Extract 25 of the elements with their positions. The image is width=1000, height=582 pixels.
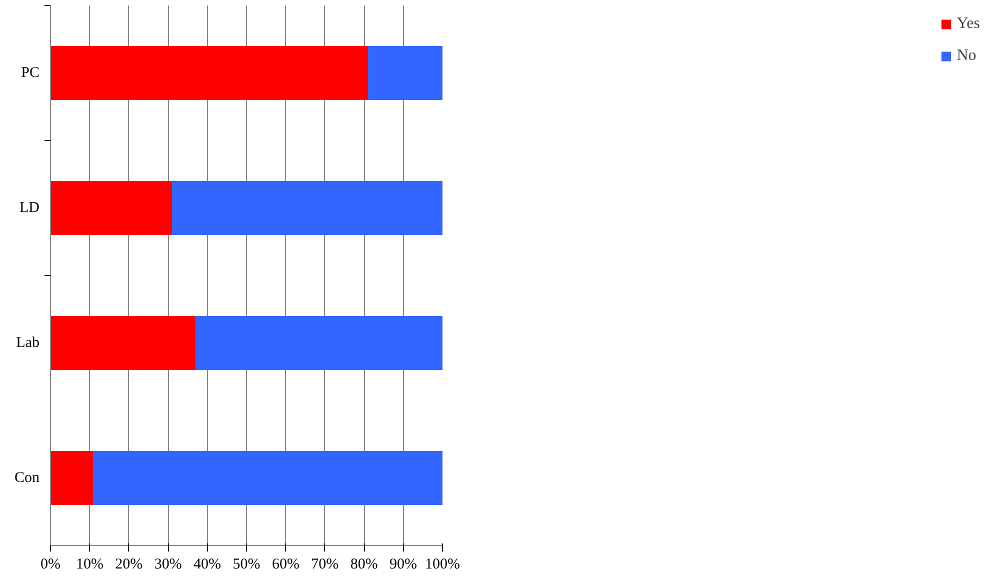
x-tick-label: 80%: [350, 556, 378, 572]
x-tick-label: 50%: [232, 556, 260, 572]
bar: [368, 46, 442, 100]
y-tick-label: LD: [20, 200, 40, 216]
x-tick-label: 60%: [272, 556, 300, 572]
bar: [50, 46, 368, 100]
bar: [50, 181, 172, 235]
x-tick-label: 100%: [425, 556, 460, 572]
x-tick-label: 0%: [40, 556, 60, 572]
y-tick-label: Con: [14, 470, 40, 486]
x-tick-label: 10%: [76, 556, 104, 572]
bar: [50, 451, 94, 505]
y-tick-label: PC: [21, 65, 40, 81]
legend-label: Yes: [956, 15, 980, 33]
x-tick-label: 90%: [390, 556, 418, 572]
x-tick-label: 30%: [154, 556, 182, 572]
x-tick-label: 40%: [194, 556, 222, 572]
y-tick-label: Lab: [16, 335, 40, 351]
bar: [196, 316, 442, 370]
bar: [50, 316, 196, 370]
bar: [94, 451, 442, 505]
bar: [172, 181, 442, 235]
legend-label: No: [956, 47, 977, 65]
x-tick-label: 20%: [115, 556, 143, 572]
x-tick-label: 70%: [311, 556, 339, 572]
